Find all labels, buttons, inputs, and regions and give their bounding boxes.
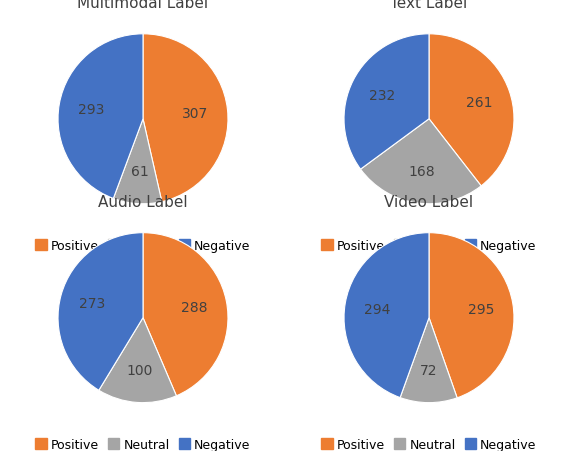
Text: 72: 72: [420, 364, 438, 377]
Text: 168: 168: [408, 165, 435, 179]
Wedge shape: [99, 318, 176, 403]
Legend: Positive, Neutral, Negative: Positive, Neutral, Negative: [30, 235, 256, 258]
Text: 261: 261: [466, 96, 492, 110]
Text: 294: 294: [364, 302, 390, 316]
Wedge shape: [344, 233, 429, 398]
Text: 307: 307: [182, 107, 208, 120]
Wedge shape: [58, 35, 143, 199]
Wedge shape: [143, 233, 228, 396]
Legend: Positive, Neutral, Negative: Positive, Neutral, Negative: [30, 433, 256, 451]
Title: Multimodal Label: Multimodal Label: [77, 0, 209, 11]
Wedge shape: [429, 233, 514, 398]
Wedge shape: [143, 35, 228, 202]
Title: Video Label: Video Label: [384, 194, 474, 209]
Legend: Positive, Neutral, Negative: Positive, Neutral, Negative: [316, 235, 542, 258]
Title: Audio Label: Audio Label: [98, 194, 188, 209]
Wedge shape: [113, 120, 162, 204]
Text: 61: 61: [130, 165, 148, 179]
Text: 273: 273: [79, 297, 105, 311]
Wedge shape: [400, 318, 457, 403]
Text: 295: 295: [468, 302, 494, 316]
Text: 100: 100: [126, 364, 152, 377]
Wedge shape: [360, 120, 481, 204]
Legend: Positive, Neutral, Negative: Positive, Neutral, Negative: [316, 433, 542, 451]
Wedge shape: [344, 35, 429, 170]
Text: 293: 293: [78, 103, 104, 117]
Title: Text Label: Text Label: [390, 0, 468, 11]
Text: 232: 232: [369, 89, 395, 103]
Wedge shape: [429, 35, 514, 186]
Text: 288: 288: [181, 300, 208, 314]
Wedge shape: [58, 233, 143, 391]
